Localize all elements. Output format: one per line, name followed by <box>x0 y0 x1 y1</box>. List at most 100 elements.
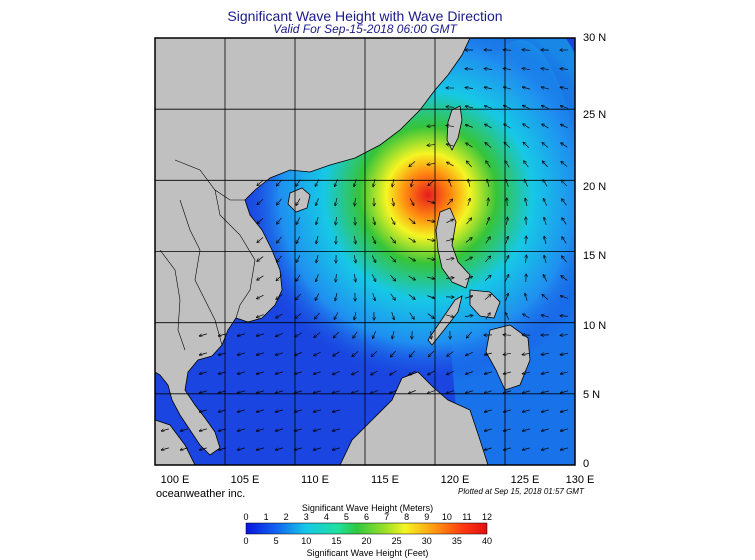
wave-direction-arrow <box>313 351 321 356</box>
wave-direction-arrow <box>256 352 264 355</box>
visayas-islands <box>469 289 501 319</box>
lon-label: 130 E <box>565 474 595 486</box>
wave-direction-arrow <box>314 312 320 319</box>
wave-direction-arrow <box>218 447 226 450</box>
wave-direction-arrow <box>332 390 340 393</box>
wave-direction-arrow <box>218 352 226 355</box>
wave-direction-arrow <box>199 390 207 393</box>
wave-direction-arrow <box>390 370 397 375</box>
wave-direction-arrow <box>522 50 531 51</box>
wave-direction-arrow <box>446 107 455 108</box>
wave-direction-arrow <box>332 371 340 374</box>
mindanao-island <box>485 324 531 391</box>
wave-direction-arrow <box>465 257 473 262</box>
wave-direction-arrow <box>562 237 567 244</box>
colorbar-meters-tick: 3 <box>303 512 309 522</box>
wave-direction-arrow <box>316 255 318 263</box>
wave-direction-arrow <box>277 236 282 243</box>
borneo-island <box>339 371 489 465</box>
wave-direction-arrow <box>199 447 207 450</box>
wave-direction-arrow <box>237 428 245 431</box>
wave-direction-arrow <box>562 199 567 206</box>
wave-direction-arrow <box>199 428 207 431</box>
wave-direction-arrow <box>427 295 435 299</box>
wave-direction-arrow <box>237 390 245 393</box>
wave-direction-arrow <box>277 217 282 224</box>
wave-direction-arrow <box>503 335 512 336</box>
wave-direction-arrow <box>503 428 511 431</box>
wave-direction-arrow <box>334 312 339 319</box>
wave-direction-arrow <box>180 428 188 431</box>
wave-direction-arrow <box>561 180 567 187</box>
wave-direction-arrow <box>525 198 527 206</box>
wave-direction-arrow <box>503 372 511 374</box>
wave-direction-arrow <box>276 179 282 186</box>
wave-direction-arrow <box>465 238 472 243</box>
wave-direction-arrow <box>371 370 378 375</box>
wave-direction-arrow <box>199 409 207 412</box>
wave-direction-arrow <box>522 428 530 431</box>
wave-direction-arrow <box>276 255 282 262</box>
wave-direction-arrow <box>332 447 340 450</box>
wave-direction-arrow <box>561 256 567 263</box>
wave-direction-arrow <box>505 312 510 320</box>
wave-direction-arrow <box>446 314 454 317</box>
colorbar-feet-tick: 15 <box>331 536 342 546</box>
wave-direction-arrow <box>257 199 264 204</box>
wave-direction-arrow <box>336 273 337 282</box>
wave-direction-arrow <box>408 237 416 242</box>
wave-direction-arrow <box>465 390 473 393</box>
wave-direction-arrow <box>389 390 397 394</box>
wave-direction-arrow <box>294 352 302 356</box>
wave-direction-arrow <box>218 390 226 393</box>
wave-direction-arrow <box>257 275 264 280</box>
wave-direction-arrow <box>484 371 492 374</box>
wave-direction-arrow <box>503 353 511 354</box>
colorbar-meters-tick: 10 <box>441 512 452 522</box>
wave-direction-arrow <box>487 179 489 187</box>
lat-label: 30 N <box>583 32 607 44</box>
wave-direction-arrow <box>372 331 376 338</box>
wave-direction-arrow <box>485 142 492 148</box>
wave-direction-arrow <box>218 333 226 336</box>
lon-label: 120 E <box>440 474 470 486</box>
wave-direction-arrow <box>543 180 548 187</box>
wave-direction-arrow <box>560 87 568 89</box>
wave-direction-arrow <box>390 350 396 357</box>
wave-direction-arrow <box>523 142 530 148</box>
wave-direction-arrow <box>313 409 321 412</box>
wave-direction-arrow <box>296 198 301 206</box>
lat-label: 10 N <box>583 320 607 332</box>
wave-direction-arrow <box>506 217 507 226</box>
colorbar-gradient <box>245 522 488 535</box>
colorbar-feet-tick: 35 <box>451 536 462 546</box>
wave-direction-arrow <box>276 274 283 281</box>
wave-direction-arrow <box>354 179 357 187</box>
wave-direction-arrow <box>370 390 378 394</box>
wave-direction-arrow <box>237 352 245 355</box>
lat-label: 15 N <box>583 250 607 262</box>
wave-direction-arrow <box>296 236 301 243</box>
wave-direction-arrow <box>315 293 320 300</box>
wave-direction-arrow <box>484 353 492 355</box>
colorbar-meters-tick: 11 <box>462 512 472 522</box>
wave-direction-arrow <box>372 293 375 301</box>
wave-direction-arrow <box>541 372 549 374</box>
wave-direction-arrow <box>541 409 549 412</box>
wave-direction-arrow <box>466 143 473 148</box>
wave-direction-arrow <box>237 447 245 450</box>
wave-direction-arrow <box>446 258 454 259</box>
wave-direction-arrow <box>484 294 491 300</box>
wave-direction-arrow <box>276 313 283 318</box>
wave-direction-arrow <box>390 274 395 281</box>
wave-direction-arrow <box>313 428 321 431</box>
wave-direction-arrow <box>466 161 472 168</box>
wave-direction-arrow <box>390 293 396 301</box>
wave-direction-arrow <box>541 105 549 109</box>
wave-direction-arrow <box>485 256 490 263</box>
wave-direction-arrow <box>522 391 530 393</box>
wave-direction-arrow <box>542 124 549 129</box>
wave-direction-arrow <box>257 218 264 223</box>
wave-direction-arrow <box>484 275 491 281</box>
wave-direction-arrow <box>466 331 472 338</box>
